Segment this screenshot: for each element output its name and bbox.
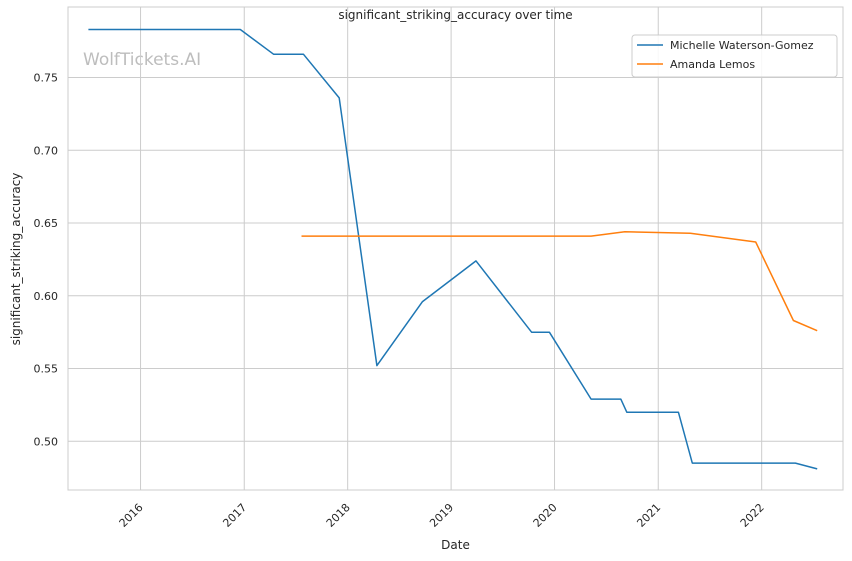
x-tick-label: 2019 — [427, 501, 456, 530]
y-tick-label: 0.70 — [34, 144, 59, 157]
x-tick-label: 2018 — [324, 501, 353, 530]
y-axis-title: significant_striking_accuracy — [9, 173, 23, 346]
y-tick-label: 0.75 — [34, 72, 59, 85]
legend-label: Amanda Lemos — [670, 58, 755, 71]
series-line-1 — [301, 231, 818, 332]
legend-box — [631, 34, 838, 78]
x-axis-title: Date — [441, 538, 470, 552]
chart-title: significant_striking_accuracy over time — [338, 8, 572, 22]
x-tick-label: 2022 — [738, 501, 767, 530]
watermark: WolfTickets.AI — [83, 50, 201, 70]
x-tick-label: 2021 — [634, 501, 663, 530]
y-tick-label: 0.55 — [34, 363, 59, 376]
plot-frame — [67, 6, 844, 491]
grid — [68, 7, 843, 490]
y-tick-label: 0.60 — [34, 290, 59, 303]
y-tick-label: 0.50 — [34, 435, 59, 448]
y-axis-ticks: 0.50 0.55 0.60 0.65 0.70 0.75 — [34, 72, 59, 449]
series-line-0 — [88, 28, 818, 470]
y-tick-label: 0.65 — [34, 217, 59, 230]
legend: Michelle Waterson-Gomez Amanda Lemos — [631, 34, 838, 78]
x-tick-label: 2017 — [220, 501, 249, 530]
x-axis-ticks: 2016 2017 2018 2019 2020 2021 2022 — [117, 501, 767, 530]
legend-label: Michelle Waterson-Gomez — [670, 39, 814, 52]
series-lines — [88, 28, 818, 470]
x-tick-label: 2020 — [531, 501, 560, 530]
x-tick-label: 2016 — [117, 501, 146, 530]
